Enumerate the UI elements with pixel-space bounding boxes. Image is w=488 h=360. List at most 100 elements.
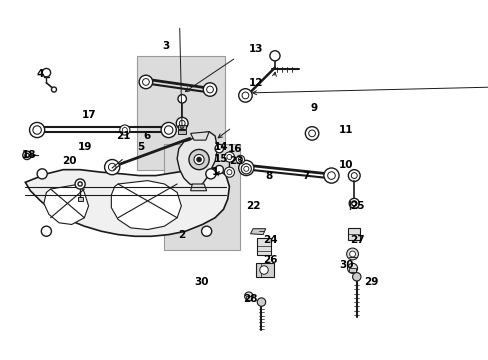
Text: 11: 11 [338, 125, 353, 135]
Text: 29: 29 [364, 277, 378, 287]
Polygon shape [25, 167, 229, 236]
Circle shape [244, 292, 252, 300]
Text: 26: 26 [263, 255, 277, 265]
Circle shape [75, 179, 85, 189]
Polygon shape [190, 132, 209, 140]
Text: 12: 12 [248, 78, 263, 88]
Polygon shape [111, 181, 181, 230]
Text: 27: 27 [349, 235, 364, 245]
Circle shape [139, 75, 152, 89]
Text: 20: 20 [62, 156, 77, 166]
Text: 4: 4 [37, 69, 44, 79]
Circle shape [51, 87, 57, 92]
Circle shape [41, 226, 51, 236]
Circle shape [236, 155, 244, 164]
Circle shape [308, 130, 315, 137]
Circle shape [351, 201, 356, 206]
Circle shape [348, 198, 359, 208]
Text: 30: 30 [194, 277, 208, 287]
Circle shape [226, 154, 231, 159]
Text: 7: 7 [302, 171, 309, 181]
Circle shape [327, 172, 335, 179]
Bar [178, 130, 186, 134]
Circle shape [78, 182, 82, 186]
Circle shape [242, 164, 249, 172]
Circle shape [201, 226, 211, 236]
Circle shape [347, 263, 357, 273]
Bar [136, 56, 225, 170]
Circle shape [178, 95, 186, 103]
Circle shape [257, 298, 265, 306]
Text: 10: 10 [338, 161, 353, 170]
Text: 18: 18 [22, 150, 36, 160]
Text: 2: 2 [178, 230, 185, 240]
Circle shape [323, 168, 338, 183]
Text: 5: 5 [137, 142, 144, 152]
Circle shape [350, 172, 356, 179]
Circle shape [197, 157, 201, 162]
Circle shape [25, 153, 29, 157]
Circle shape [104, 159, 120, 175]
Text: 13: 13 [248, 44, 262, 54]
Bar [246, 296, 251, 300]
Circle shape [37, 169, 47, 179]
Text: 28: 28 [243, 294, 257, 304]
Circle shape [352, 273, 360, 281]
Circle shape [259, 266, 268, 274]
Circle shape [161, 122, 176, 138]
Circle shape [206, 86, 213, 93]
Text: 25: 25 [349, 201, 364, 211]
Text: 15: 15 [214, 154, 228, 164]
Bar [348, 268, 355, 272]
Circle shape [203, 83, 216, 96]
Circle shape [224, 152, 234, 162]
Text: 6: 6 [143, 131, 150, 141]
Bar [178, 125, 186, 129]
Circle shape [226, 170, 231, 175]
Bar [257, 238, 270, 255]
Bar [163, 144, 239, 250]
Text: 17: 17 [81, 110, 96, 120]
Text: 30: 30 [338, 260, 353, 270]
Circle shape [224, 167, 234, 177]
Circle shape [346, 248, 358, 260]
Circle shape [242, 92, 248, 99]
Text: 19: 19 [78, 142, 92, 152]
Circle shape [238, 89, 252, 102]
Circle shape [194, 154, 203, 165]
Circle shape [215, 144, 223, 153]
Circle shape [238, 157, 242, 162]
Circle shape [205, 169, 216, 179]
Circle shape [42, 68, 50, 77]
Polygon shape [177, 132, 217, 186]
Circle shape [23, 151, 31, 159]
Circle shape [305, 127, 318, 140]
Text: 16: 16 [227, 144, 242, 154]
Text: 14: 14 [214, 142, 228, 152]
Circle shape [122, 127, 127, 132]
Text: 3: 3 [162, 41, 169, 51]
Polygon shape [190, 184, 206, 191]
Text: 24: 24 [263, 235, 277, 245]
Text: 22: 22 [246, 201, 260, 211]
Circle shape [188, 149, 209, 170]
Bar [255, 263, 274, 277]
Circle shape [142, 78, 149, 85]
Text: 8: 8 [265, 171, 272, 181]
Circle shape [241, 164, 251, 174]
Circle shape [347, 170, 360, 181]
Bar [347, 228, 360, 240]
Bar [78, 198, 82, 201]
Polygon shape [242, 164, 250, 174]
Text: 23: 23 [229, 156, 244, 166]
Circle shape [176, 117, 188, 129]
Circle shape [108, 163, 116, 171]
Text: 21: 21 [116, 131, 131, 141]
Text: 9: 9 [309, 103, 317, 113]
Circle shape [179, 120, 185, 126]
Circle shape [269, 51, 280, 61]
Circle shape [164, 126, 173, 134]
Polygon shape [44, 184, 88, 225]
Circle shape [33, 126, 41, 134]
Polygon shape [250, 229, 265, 235]
